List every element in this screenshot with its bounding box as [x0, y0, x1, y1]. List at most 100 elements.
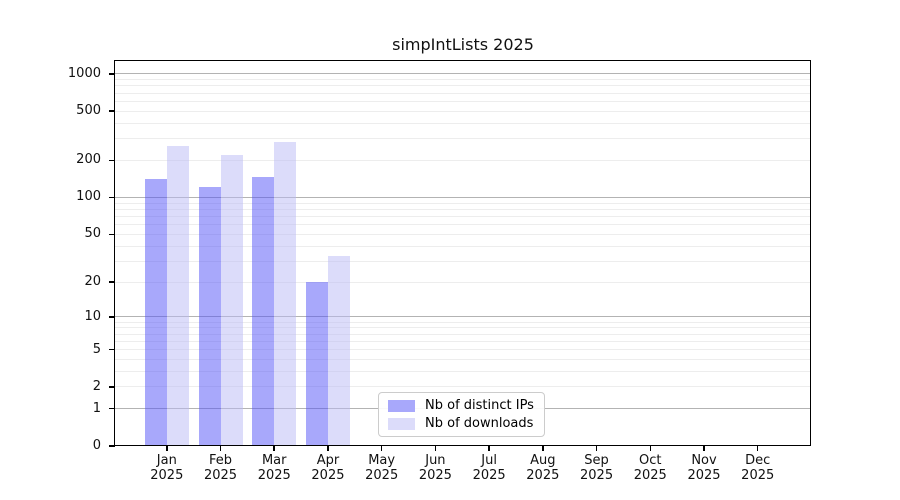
gridline-minor: [115, 358, 811, 360]
bar-downloads-jan: [166, 146, 189, 446]
x-tick-month: Jan: [156, 453, 177, 468]
gridline-decade: [115, 73, 811, 75]
x-tick-year: 2025: [580, 468, 614, 483]
x-axis-tick: [649, 446, 652, 451]
legend-label-downloads: Nb of downloads: [425, 416, 534, 431]
x-axis-tick: [488, 446, 490, 451]
x-axis-tick: [595, 446, 598, 451]
gridline-minor: [115, 245, 811, 247]
y-tick-label: 500: [76, 103, 101, 119]
y-tick-label: 1000: [67, 65, 101, 81]
gridline-minor: [115, 224, 811, 226]
x-tick-month: May: [368, 453, 396, 468]
x-axis-tick: [380, 446, 383, 451]
x-tick-month: Sep: [584, 453, 609, 468]
legend: Nb of distinct IPs Nb of downloads: [378, 392, 545, 437]
x-tick-year: 2025: [365, 468, 399, 483]
x-tick-month: Jun: [425, 453, 446, 468]
chart-title: simpIntLists 2025: [392, 35, 534, 54]
x-tick-month: Jul: [481, 453, 497, 468]
x-tick-year: 2025: [633, 468, 667, 483]
gridline-minor: [115, 370, 811, 372]
x-tick-year: 2025: [203, 468, 238, 483]
x-tick-year: 2025: [311, 468, 345, 483]
x-tick-label: Oct 2025: [618, 453, 682, 483]
x-tick-month: Nov: [691, 453, 717, 468]
bar-distinct-ips-apr: [305, 282, 328, 446]
bar-downloads-mar: [274, 141, 297, 446]
x-tick-label: Jun 2025: [403, 453, 467, 483]
x-axis-tick: [166, 446, 168, 451]
x-tick-label: Sep 2025: [565, 453, 629, 483]
gridline-minor: [115, 122, 811, 124]
y-axis-tick: [109, 348, 115, 351]
gridline-minor: [115, 202, 811, 204]
x-axis-tick: [542, 446, 544, 451]
bar-distinct-ips-feb: [198, 186, 221, 446]
x-tick-label: Aug 2025: [511, 453, 575, 483]
gridline-minor: [115, 386, 811, 388]
gridline-minor: [115, 281, 811, 283]
gridline-minor: [115, 159, 811, 161]
gridline-minor: [115, 208, 811, 210]
y-axis-tick: [109, 233, 115, 235]
x-tick-label: Dec 2025: [726, 453, 790, 483]
gridline-minor: [115, 233, 811, 235]
gridline-minor: [115, 85, 811, 87]
x-axis-tick: [434, 446, 437, 451]
y-axis-tick: [109, 281, 115, 283]
legend-swatch-distinct-ips: [388, 399, 415, 412]
x-axis-tick: [756, 446, 759, 451]
x-tick-month: Dec: [745, 453, 771, 468]
gridline-decade: [115, 196, 811, 198]
x-tick-year: 2025: [741, 468, 775, 483]
x-tick-month: Oct: [639, 453, 662, 468]
y-axis-tick: [109, 110, 115, 112]
x-tick-label: Feb 2025: [189, 453, 253, 483]
legend-swatch-downloads: [388, 417, 415, 430]
gridline-minor: [115, 100, 811, 102]
x-tick-year: 2025: [150, 468, 184, 483]
y-tick-label: 20: [84, 274, 101, 290]
y-axis-tick: [109, 159, 115, 162]
x-axis-tick: [703, 446, 705, 451]
gridline-minor: [115, 260, 811, 262]
gridline-decade: [115, 316, 811, 318]
x-tick-year: 2025: [472, 468, 506, 483]
y-axis-tick: [109, 445, 115, 447]
gridline-minor: [115, 327, 811, 329]
gridline-minor: [115, 110, 811, 112]
bar-distinct-ips-jan: [144, 179, 167, 446]
y-tick-label: 100: [76, 189, 101, 205]
x-tick-year: 2025: [418, 468, 452, 483]
y-tick-label: 10: [84, 308, 101, 324]
y-axis-tick: [109, 73, 115, 75]
x-tick-label: Mar 2025: [242, 453, 306, 483]
y-tick-label: 200: [76, 152, 101, 168]
y-axis-tick: [109, 386, 115, 388]
x-tick-month: Feb: [209, 453, 233, 468]
y-axis-tick: [109, 407, 115, 410]
x-tick-month: Apr: [316, 453, 340, 468]
bar-downloads-apr: [327, 256, 350, 446]
y-axis-tick: [109, 316, 115, 318]
y-tick-label: 50: [84, 226, 101, 242]
x-axis-tick: [327, 446, 329, 451]
legend-item-downloads: Nb of downloads: [388, 416, 535, 431]
legend-label-distinct-ips: Nb of distinct IPs: [425, 398, 534, 413]
x-tick-year: 2025: [526, 468, 560, 483]
x-axis-tick: [273, 446, 275, 451]
y-tick-label: 1: [92, 400, 101, 416]
gridline-minor: [115, 215, 811, 217]
gridline-minor: [115, 92, 811, 94]
x-tick-label: Jan 2025: [135, 453, 199, 483]
x-tick-label: May 2025: [350, 453, 414, 483]
y-tick-label: 0: [92, 438, 101, 453]
gridline-minor: [115, 349, 811, 350]
gridline-minor: [115, 333, 811, 335]
x-tick-label: Jul 2025: [457, 453, 521, 483]
bar-downloads-feb: [220, 155, 243, 446]
y-tick-label: 5: [92, 341, 101, 357]
x-tick-month: Aug: [530, 453, 556, 468]
